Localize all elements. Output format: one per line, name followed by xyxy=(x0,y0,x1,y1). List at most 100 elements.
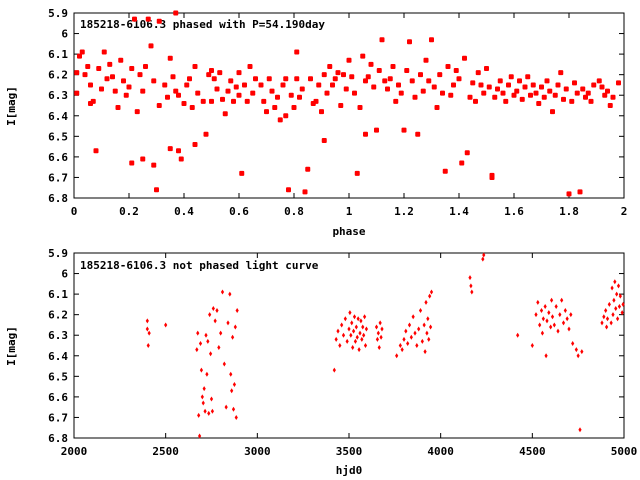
unphased-data-point xyxy=(617,303,622,309)
phased-data-point xyxy=(354,170,360,176)
phased-data-point xyxy=(121,78,126,84)
phased-data-point xyxy=(431,84,437,90)
unphased-data-point xyxy=(550,314,555,320)
unphased-data-point xyxy=(213,318,217,324)
unphased-data-point xyxy=(379,334,383,340)
phased-data-point xyxy=(343,86,349,92)
unphased-panel: 185218-6106.3 not phased light curve hjd… xyxy=(5,247,637,477)
phased-data-point xyxy=(77,53,82,59)
unphased-data-point xyxy=(554,303,558,309)
phased-data-point xyxy=(247,63,253,69)
unphased-data-point xyxy=(400,347,404,353)
unphased-data-point xyxy=(336,328,340,334)
unphased-data-point xyxy=(199,367,204,373)
phased-y-ticks: 5.9 6 6.1 6.2 6.3 6.4 6.5 6.6 6.7 6.8 xyxy=(48,7,624,205)
unphased-data-point xyxy=(208,312,212,318)
phased-data-point xyxy=(563,86,569,92)
phased-data-point xyxy=(239,170,245,176)
phased-data-point xyxy=(156,103,162,108)
phased-data-point xyxy=(528,92,533,98)
unphased-data-point xyxy=(375,336,380,342)
unphased-data-point xyxy=(429,289,434,295)
unphased-y-tick-label: 6.2 xyxy=(48,309,68,322)
unphased-data-point xyxy=(411,314,415,320)
unphased-x-tick-label: 4500 xyxy=(519,445,546,458)
phased-x-tick-label: 1.2 xyxy=(394,205,414,218)
unphased-data-point xyxy=(544,353,548,359)
phased-data-point xyxy=(467,94,473,100)
phased-x-tick-label: 0.4 xyxy=(174,205,194,218)
unphased-data-point xyxy=(516,332,520,338)
phased-data-point xyxy=(184,82,190,88)
phased-data-point xyxy=(162,82,168,88)
phased-y-tick-label: 6.5 xyxy=(48,130,68,143)
phased-data-point xyxy=(217,70,223,76)
unphased-data-point xyxy=(610,285,614,291)
phased-data-point xyxy=(236,70,242,76)
unphased-data-point xyxy=(219,330,223,336)
phased-data-point xyxy=(275,94,280,100)
unphased-y-tick-label: 6.3 xyxy=(48,329,68,342)
phased-data-point xyxy=(363,78,368,84)
phased-data-point xyxy=(495,86,500,92)
unphased-data-point xyxy=(609,320,613,326)
phased-data-point xyxy=(423,57,429,63)
phased-data-point xyxy=(189,105,195,111)
phased-data-point xyxy=(286,187,291,193)
phased-data-point xyxy=(236,92,242,98)
phased-data-point xyxy=(123,92,129,98)
phased-data-point xyxy=(206,72,212,78)
unphased-data-point xyxy=(232,382,237,388)
phased-data-point xyxy=(214,86,220,92)
phased-data-point xyxy=(429,37,434,43)
phased-data-point xyxy=(497,78,503,84)
phased-data-point xyxy=(426,78,432,84)
unphased-data-point xyxy=(611,312,615,318)
phased-data-point xyxy=(599,84,605,90)
phased-y-tick-label: 6.1 xyxy=(48,48,68,61)
phased-data-point xyxy=(517,78,522,84)
phased-data-point xyxy=(233,84,239,90)
unphased-data-point xyxy=(420,338,424,344)
phased-data-point xyxy=(302,189,308,195)
unphased-data-point xyxy=(341,332,346,338)
phased-data-point xyxy=(280,82,286,88)
unphased-y-axis-label: I[mag] xyxy=(5,326,18,366)
unphased-data-point xyxy=(356,316,360,322)
phased-data-point xyxy=(253,76,258,82)
phased-data-point xyxy=(225,88,231,94)
unphased-data-point xyxy=(613,279,617,285)
unphased-data-point xyxy=(560,297,564,303)
phased-data-point xyxy=(283,76,289,82)
phased-data-point xyxy=(418,72,423,78)
unphased-x-tick-label: 3000 xyxy=(244,445,271,458)
phased-data-point xyxy=(492,94,498,100)
unphased-data-point xyxy=(354,324,358,330)
phased-data-point xyxy=(96,66,102,71)
unphased-data-point xyxy=(534,312,538,318)
phased-data-point xyxy=(475,70,481,76)
phased-x-tick-label: 1.6 xyxy=(504,205,524,218)
phased-data-point xyxy=(313,98,319,104)
unphased-data-point xyxy=(360,336,364,342)
phased-data-point xyxy=(154,187,159,193)
phased-data-point xyxy=(192,142,198,148)
phased-x-tick-label: 1.4 xyxy=(449,205,469,218)
unphased-data-point xyxy=(549,297,554,303)
unphased-data-point xyxy=(558,312,562,318)
phased-data-point xyxy=(407,39,412,45)
phased-data-point xyxy=(316,82,322,88)
unphased-y-tick-label: 6 xyxy=(61,268,68,281)
unphased-data-point xyxy=(228,291,232,297)
phased-data-point xyxy=(176,148,181,154)
unphased-data-point xyxy=(345,338,349,344)
unphased-data-point xyxy=(197,433,202,439)
phased-data-point xyxy=(297,94,302,100)
unphased-data-point xyxy=(357,347,361,353)
unphased-data-point xyxy=(358,330,362,336)
unphased-data-point xyxy=(352,314,357,320)
unphased-data-point xyxy=(536,299,540,305)
phased-data-point xyxy=(379,37,385,43)
unphased-data-point xyxy=(351,328,356,334)
phased-data-point xyxy=(115,105,121,111)
